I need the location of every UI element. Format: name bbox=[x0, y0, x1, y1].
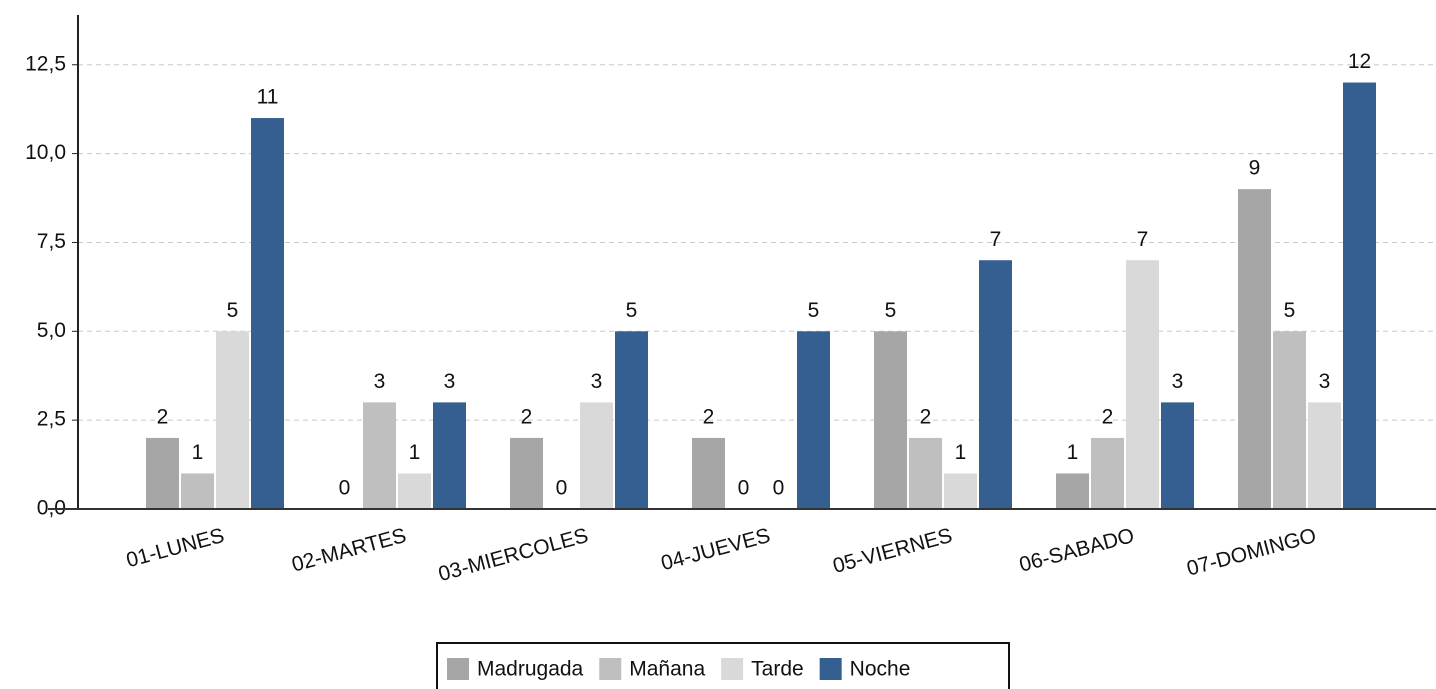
bar bbox=[797, 331, 830, 509]
data-label: 0 bbox=[773, 477, 785, 500]
bar bbox=[944, 473, 977, 509]
data-label: 7 bbox=[1137, 228, 1149, 251]
bar bbox=[1343, 82, 1376, 509]
data-label: 0 bbox=[556, 477, 568, 500]
data-label: 0 bbox=[339, 477, 351, 500]
data-label: 5 bbox=[1284, 299, 1296, 322]
bar bbox=[433, 402, 466, 509]
bar bbox=[692, 437, 725, 509]
data-label: 2 bbox=[1102, 405, 1114, 428]
legend-swatch bbox=[721, 658, 744, 680]
data-label: 1 bbox=[1067, 441, 1079, 464]
data-label: 0 bbox=[738, 477, 750, 500]
bar bbox=[181, 473, 214, 509]
x-tick-label: 05-VIERNES bbox=[830, 524, 954, 578]
x-tick-label: 02-MARTES bbox=[289, 524, 408, 577]
data-label: 2 bbox=[920, 405, 932, 428]
y-tick-label: 5,0 bbox=[37, 319, 66, 342]
bar bbox=[1126, 260, 1159, 509]
bar bbox=[510, 437, 543, 509]
bar bbox=[146, 437, 179, 509]
data-label: 2 bbox=[157, 405, 169, 428]
y-tick-label: 7,5 bbox=[37, 230, 66, 253]
bar bbox=[909, 437, 942, 509]
x-tick-label: 06-SABADO bbox=[1017, 524, 1137, 577]
data-label: 5 bbox=[227, 299, 239, 322]
legend-label: Mañana bbox=[629, 658, 705, 681]
data-label: 2 bbox=[703, 405, 715, 428]
legend-swatch bbox=[599, 658, 622, 680]
data-label: 7 bbox=[990, 228, 1002, 251]
data-label: 3 bbox=[444, 370, 456, 393]
x-tick-label: 01-LUNES bbox=[124, 524, 227, 572]
x-tick-label: 04-JUEVES bbox=[659, 524, 773, 575]
bar bbox=[251, 118, 284, 509]
bar bbox=[1238, 189, 1271, 509]
legend-label: Tarde bbox=[751, 658, 804, 681]
data-label: 3 bbox=[1319, 370, 1331, 393]
bar bbox=[1308, 402, 1341, 509]
bar bbox=[874, 331, 907, 509]
data-label: 9 bbox=[1249, 157, 1261, 180]
data-label: 1 bbox=[409, 441, 421, 464]
bar bbox=[1056, 473, 1089, 509]
bar bbox=[1091, 437, 1124, 509]
y-tick-label: 12,5 bbox=[25, 52, 66, 75]
y-tick-label: 10,0 bbox=[25, 141, 66, 164]
x-tick-label: 07-DOMINGO bbox=[1184, 524, 1318, 581]
bar bbox=[216, 331, 249, 509]
bar bbox=[1273, 331, 1306, 509]
bar bbox=[1161, 402, 1194, 509]
bar bbox=[363, 402, 396, 509]
legend: Madrugada Mañana Tarde Noche bbox=[436, 642, 1010, 689]
y-tick-label: 2,5 bbox=[37, 408, 66, 431]
bar bbox=[979, 260, 1012, 509]
data-label: 2 bbox=[521, 405, 533, 428]
legend-swatch bbox=[447, 658, 469, 680]
bar bbox=[580, 402, 613, 509]
data-label: 1 bbox=[955, 441, 967, 464]
data-label: 12 bbox=[1348, 50, 1371, 73]
legend-label: Madrugada bbox=[477, 658, 584, 681]
data-label: 5 bbox=[885, 299, 897, 322]
data-label: 3 bbox=[1172, 370, 1184, 393]
data-label: 3 bbox=[374, 370, 386, 393]
legend-label: Noche bbox=[850, 658, 911, 681]
data-label: 1 bbox=[192, 441, 204, 464]
data-label: 3 bbox=[591, 370, 603, 393]
data-label: 5 bbox=[626, 299, 638, 322]
bar bbox=[615, 331, 648, 509]
data-label: 11 bbox=[257, 86, 279, 109]
x-tick-label: 03-MIERCOLES bbox=[436, 524, 591, 586]
data-label: 5 bbox=[808, 299, 820, 322]
legend-swatch bbox=[819, 658, 842, 680]
bar bbox=[398, 473, 431, 509]
